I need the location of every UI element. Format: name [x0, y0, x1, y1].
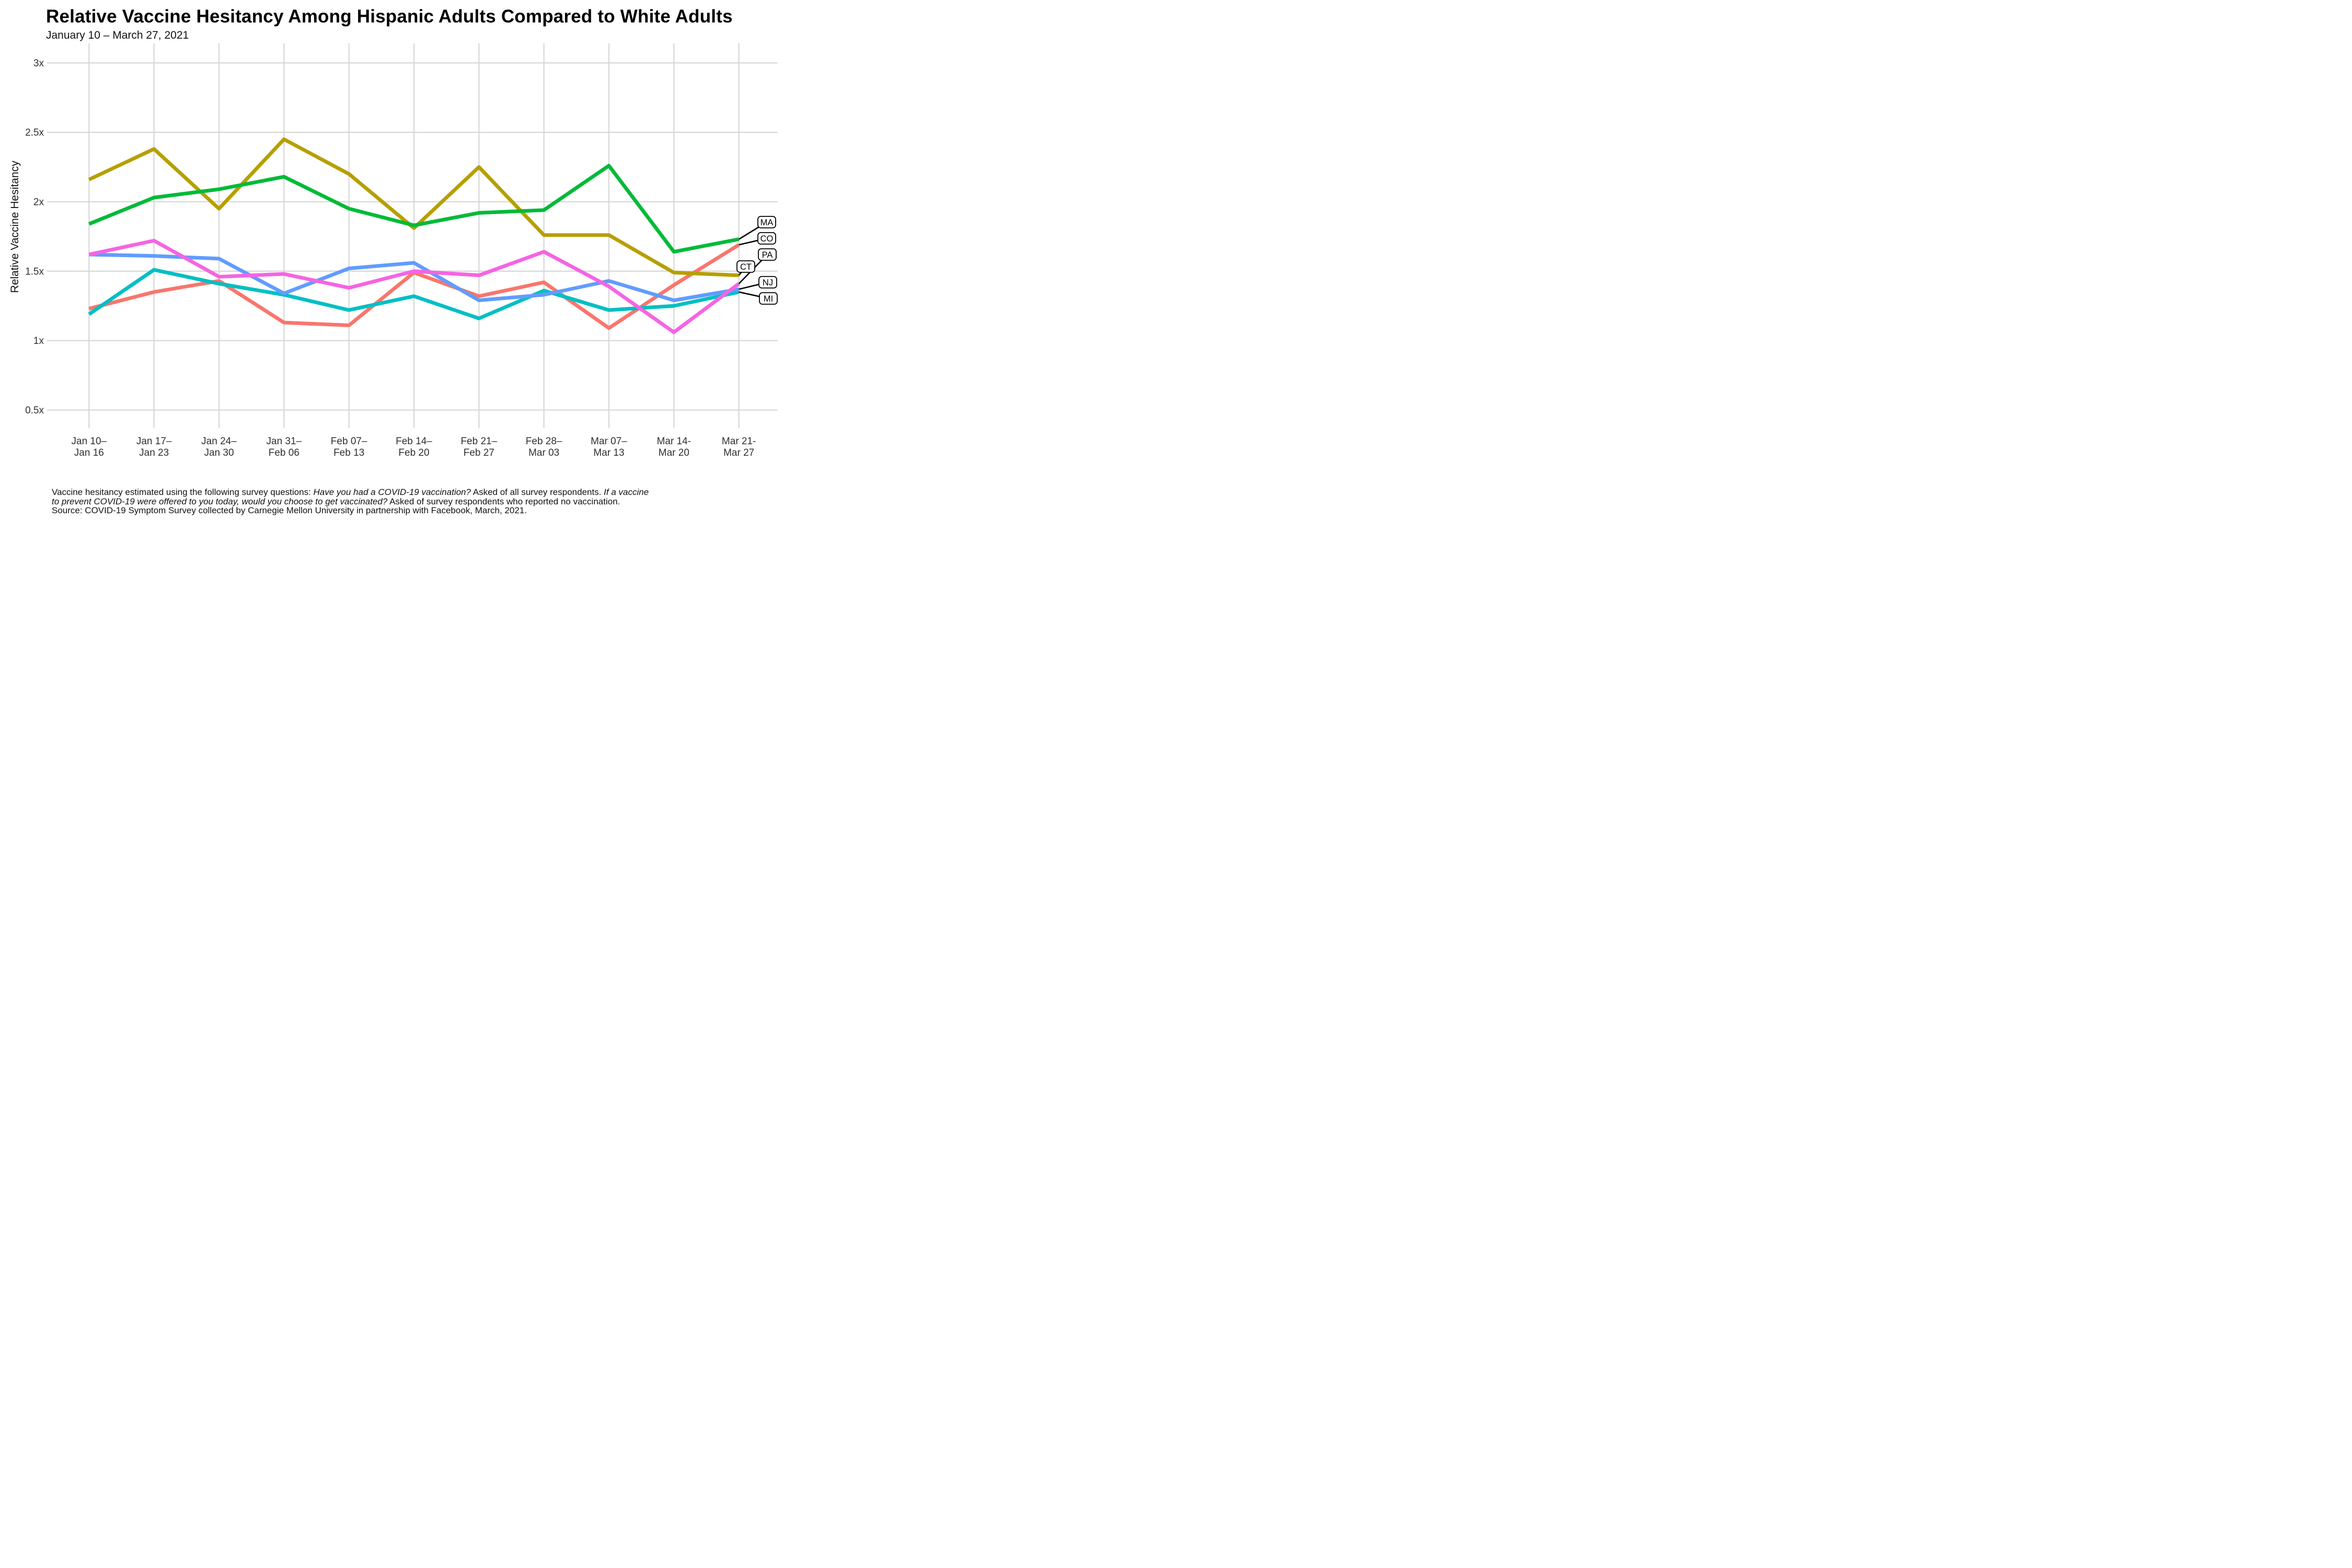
y-tick-label: 2x: [33, 197, 44, 208]
figure: Relative Vaccine Hesitancy Among Hispani…: [0, 0, 784, 523]
x-tick-label: Jan 10– Jan 16: [72, 436, 107, 458]
series-label-box-CT: [736, 260, 755, 273]
x-tick-label: Feb 14– Feb 20: [396, 436, 432, 458]
x-tick-label: Feb 28– Mar 03: [526, 436, 562, 458]
caption-line: Vaccine hesitancy estimated using the fo…: [52, 487, 649, 497]
chart-title: Relative Vaccine Hesitancy Among Hispani…: [46, 6, 733, 27]
x-tick-label: Jan 17– Jan 23: [136, 436, 172, 458]
line-chart: 0.5x 1x 1.5x 2x 2.5x 3x Jan 10– Jan 16 Jan 17– Ja…: [25, 43, 778, 458]
y-tick-label: 0.5x: [25, 405, 44, 416]
series-line-NJ: [89, 252, 740, 303]
series-label-box-CO: [757, 232, 776, 245]
series-label-box-PA: [758, 248, 777, 261]
chart-subtitle: January 10 – March 27, 2021: [46, 29, 189, 41]
caption-line: to prevent COVID-19 were offered to you …: [52, 496, 620, 506]
series-label-box-MI: [759, 292, 778, 305]
x-tick-label: Jan 31– Feb 06: [267, 436, 302, 458]
x-tick-label: Feb 21– Feb 27: [460, 436, 497, 458]
series-label-box-MA: [757, 216, 776, 228]
y-tick-label: 3x: [33, 58, 44, 69]
caption-line: Source: COVID-19 Symptom Survey collecte…: [52, 505, 527, 515]
series-label-NJ: NJ: [763, 278, 773, 287]
x-tick-label: Feb 07– Feb 13: [331, 436, 367, 458]
y-tick-label: 1x: [33, 336, 44, 347]
y-tick-label: 2.5x: [25, 128, 44, 139]
chart-caption: Vaccine hesitancy estimated using the fo…: [52, 488, 649, 515]
series-label-MI: MI: [764, 294, 773, 304]
y-tick-label: 1.5x: [25, 266, 44, 277]
series-line-PA: [88, 238, 740, 335]
x-tick-label: Mar 21-Mar 27: [722, 436, 756, 458]
series-label-CO: CO: [760, 234, 774, 244]
series-label-box-NJ: [758, 276, 777, 289]
series-line-MA: [88, 164, 740, 254]
x-tick-label: Mar 07– Mar 13: [591, 436, 627, 458]
x-tick-label: Jan 24– Jan 30: [201, 436, 237, 458]
series-label-MA: MA: [760, 218, 774, 227]
series-line-MI: [88, 268, 740, 320]
series-line-CT: [88, 137, 739, 278]
series-label-CT: CT: [740, 262, 752, 272]
x-tick-label: Mar 14-Mar 20: [657, 436, 691, 458]
series-label-PA: PA: [762, 250, 773, 260]
